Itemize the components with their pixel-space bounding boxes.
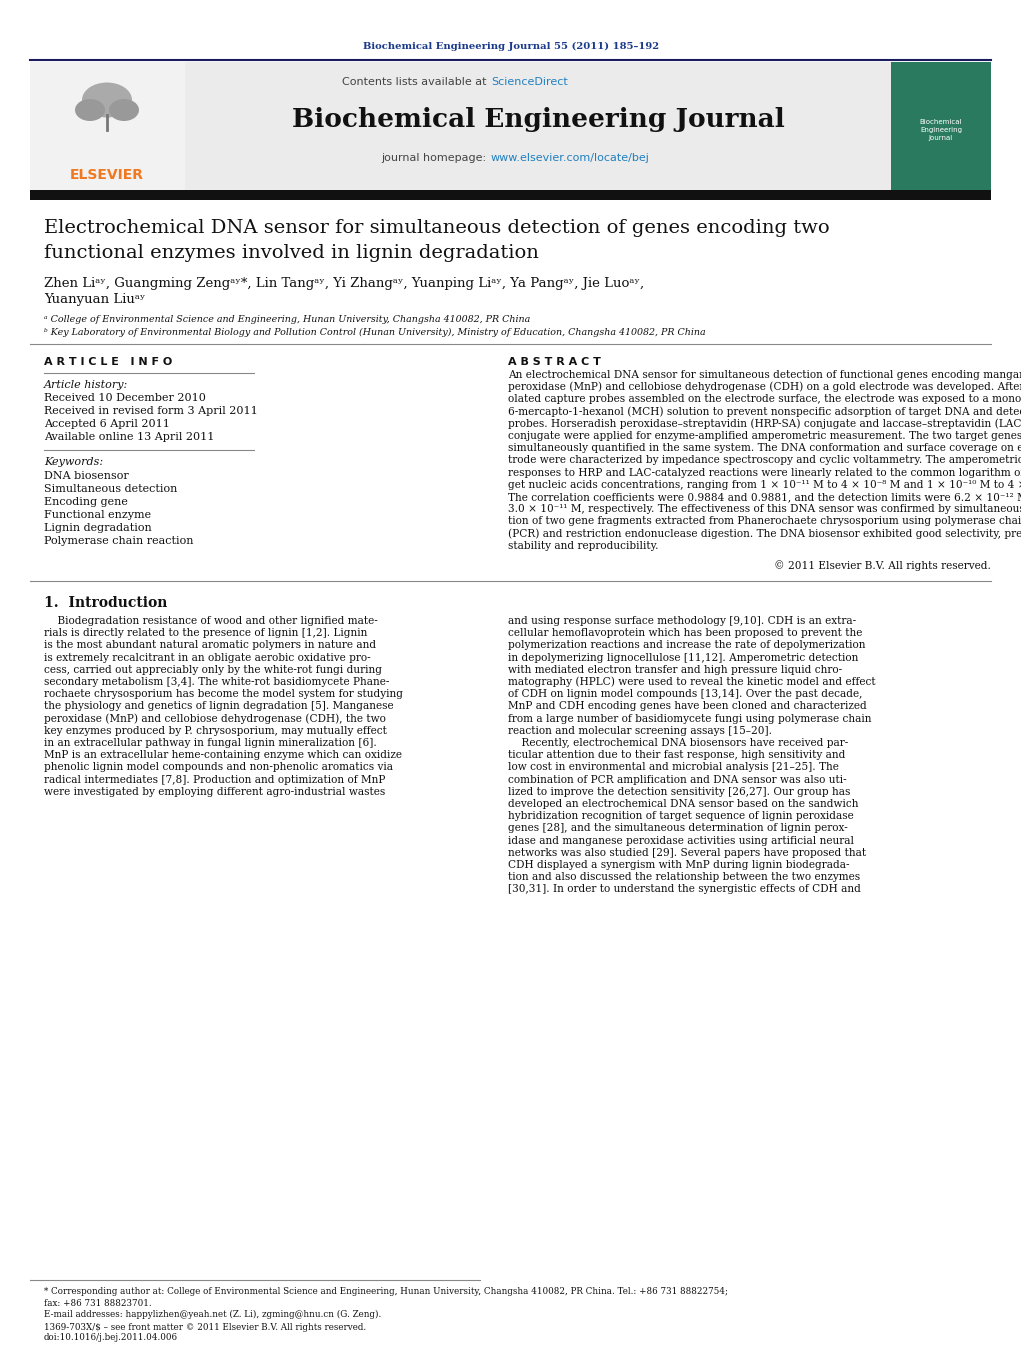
Text: Zhen Liᵃʸ, Guangming Zengᵃʸ*, Lin Tangᵃʸ, Yi Zhangᵃʸ, Yuanping Liᵃʸ, Ya Pangᵃʸ, : Zhen Liᵃʸ, Guangming Zengᵃʸ*, Lin Tangᵃʸ… <box>44 277 644 289</box>
Text: get nucleic acids concentrations, ranging from 1 × 10⁻¹¹ M to 4 × 10⁻⁸ M and 1 ×: get nucleic acids concentrations, rangin… <box>508 480 1021 490</box>
Text: MnP is an extracellular heme-containing enzyme which can oxidize: MnP is an extracellular heme-containing … <box>44 750 402 761</box>
Text: [30,31]. In order to understand the synergistic effects of CDH and: [30,31]. In order to understand the syne… <box>508 885 861 894</box>
Text: ticular attention due to their fast response, high sensitivity and: ticular attention due to their fast resp… <box>508 750 845 761</box>
Text: stability and reproducibility.: stability and reproducibility. <box>508 540 659 551</box>
Text: phenolic lignin model compounds and non-phenolic aromatics via: phenolic lignin model compounds and non-… <box>44 762 393 773</box>
Bar <box>185 62 891 190</box>
Text: ᵇ Key Laboratory of Environmental Biology and Pollution Control (Hunan Universit: ᵇ Key Laboratory of Environmental Biolog… <box>44 327 706 336</box>
Bar <box>30 190 991 200</box>
Text: Yuanyuan Liuᵃʸ: Yuanyuan Liuᵃʸ <box>44 293 146 307</box>
Text: key enzymes produced by P. chrysosporium, may mutually effect: key enzymes produced by P. chrysosporium… <box>44 725 387 736</box>
Text: Biodegradation resistance of wood and other lignified mate-: Biodegradation resistance of wood and ot… <box>44 616 378 626</box>
Text: peroxidase (MnP) and cellobiose dehydrogenase (CDH) on a gold electrode was deve: peroxidase (MnP) and cellobiose dehydrog… <box>508 382 1021 393</box>
Text: cellular hemoflavoprotein which has been proposed to prevent the: cellular hemoflavoprotein which has been… <box>508 628 863 638</box>
Text: Received in revised form 3 April 2011: Received in revised form 3 April 2011 <box>44 407 257 416</box>
Text: of CDH on lignin model compounds [13,14]. Over the past decade,: of CDH on lignin model compounds [13,14]… <box>508 689 863 700</box>
Text: Encoding gene: Encoding gene <box>44 497 128 507</box>
Text: in an extracellular pathway in fungal lignin mineralization [6].: in an extracellular pathway in fungal li… <box>44 738 377 748</box>
Text: olated capture probes assembled on the electrode surface, the electrode was expo: olated capture probes assembled on the e… <box>508 394 1021 404</box>
Text: functional enzymes involved in lignin degradation: functional enzymes involved in lignin de… <box>44 245 539 262</box>
Text: Keywords:: Keywords: <box>44 457 103 467</box>
Text: polymerization reactions and increase the rate of depolymerization: polymerization reactions and increase th… <box>508 640 866 650</box>
Text: ScienceDirect: ScienceDirect <box>491 77 568 86</box>
Text: © 2011 Elsevier B.V. All rights reserved.: © 2011 Elsevier B.V. All rights reserved… <box>774 561 991 571</box>
Text: journal homepage:: journal homepage: <box>382 153 490 163</box>
Text: Recently, electrochemical DNA biosensors have received par-: Recently, electrochemical DNA biosensors… <box>508 738 848 748</box>
Text: Biochemical Engineering Journal: Biochemical Engineering Journal <box>292 108 784 132</box>
Text: hybridization recognition of target sequence of lignin peroxidase: hybridization recognition of target sequ… <box>508 811 854 821</box>
Text: Polymerase chain reaction: Polymerase chain reaction <box>44 536 194 546</box>
Text: responses to HRP and LAC-catalyzed reactions were linearly related to the common: responses to HRP and LAC-catalyzed react… <box>508 467 1021 478</box>
Bar <box>891 62 991 190</box>
Ellipse shape <box>75 99 105 122</box>
Text: The correlation coefficients were 0.9884 and 0.9881, and the detection limits we: The correlation coefficients were 0.9884… <box>508 492 1021 503</box>
Ellipse shape <box>109 99 139 122</box>
Text: Available online 13 April 2011: Available online 13 April 2011 <box>44 432 214 442</box>
Bar <box>30 62 185 190</box>
Text: lized to improve the detection sensitivity [26,27]. Our group has: lized to improve the detection sensitivi… <box>508 786 850 797</box>
Text: fax: +86 731 88823701.: fax: +86 731 88823701. <box>44 1298 152 1308</box>
Text: www.elsevier.com/locate/bej: www.elsevier.com/locate/bej <box>491 153 650 163</box>
Text: ᵃ College of Environmental Science and Engineering, Hunan University, Changsha 4: ᵃ College of Environmental Science and E… <box>44 315 530 323</box>
Text: Article history:: Article history: <box>44 380 129 390</box>
Text: from a large number of basidiomycete fungi using polymerase chain: from a large number of basidiomycete fun… <box>508 713 872 724</box>
Text: ELSEVIER: ELSEVIER <box>70 168 144 182</box>
Text: tion and also discussed the relationship between the two enzymes: tion and also discussed the relationship… <box>508 873 860 882</box>
Text: with mediated electron transfer and high pressure liquid chro-: with mediated electron transfer and high… <box>508 665 842 674</box>
Text: Accepted 6 April 2011: Accepted 6 April 2011 <box>44 419 169 430</box>
Text: A B S T R A C T: A B S T R A C T <box>508 357 601 367</box>
Text: idase and manganese peroxidase activities using artificial neural: idase and manganese peroxidase activitie… <box>508 836 854 846</box>
Text: rials is directly related to the presence of lignin [1,2]. Lignin: rials is directly related to the presenc… <box>44 628 368 638</box>
Text: Functional enzyme: Functional enzyme <box>44 509 151 520</box>
Text: Electrochemical DNA sensor for simultaneous detection of genes encoding two: Electrochemical DNA sensor for simultane… <box>44 219 830 236</box>
Text: were investigated by employing different agro-industrial wastes: were investigated by employing different… <box>44 786 385 797</box>
Text: E-mail addresses: happylizhen@yeah.net (Z. Li), zgming@hnu.cn (G. Zeng).: E-mail addresses: happylizhen@yeah.net (… <box>44 1309 381 1319</box>
Text: networks was also studied [29]. Several papers have proposed that: networks was also studied [29]. Several … <box>508 848 866 858</box>
Text: peroxidase (MnP) and cellobiose dehydrogenase (CDH), the two: peroxidase (MnP) and cellobiose dehydrog… <box>44 713 386 724</box>
Text: (PCR) and restriction endonuclease digestion. The DNA biosensor exhibited good s: (PCR) and restriction endonuclease diges… <box>508 528 1021 539</box>
Text: low cost in environmental and microbial analysis [21–25]. The: low cost in environmental and microbial … <box>508 762 839 773</box>
Text: A R T I C L E   I N F O: A R T I C L E I N F O <box>44 357 173 367</box>
Text: Lignin degradation: Lignin degradation <box>44 523 152 534</box>
Text: 1369-703X/$ – see front matter © 2011 Elsevier B.V. All rights reserved.: 1369-703X/$ – see front matter © 2011 El… <box>44 1323 367 1332</box>
Text: combination of PCR amplification and DNA sensor was also uti-: combination of PCR amplification and DNA… <box>508 774 846 785</box>
Text: * Corresponding author at: College of Environmental Science and Engineering, Hun: * Corresponding author at: College of En… <box>44 1288 728 1297</box>
Text: doi:10.1016/j.bej.2011.04.006: doi:10.1016/j.bej.2011.04.006 <box>44 1333 178 1343</box>
Ellipse shape <box>82 82 132 118</box>
Text: cess, carried out appreciably only by the white-rot fungi during: cess, carried out appreciably only by th… <box>44 665 382 674</box>
Text: trode were characterized by impedance spectroscopy and cyclic voltammetry. The a: trode were characterized by impedance sp… <box>508 455 1021 465</box>
Text: Contents lists available at: Contents lists available at <box>342 77 490 86</box>
Text: 1.  Introduction: 1. Introduction <box>44 596 167 611</box>
Text: Simultaneous detection: Simultaneous detection <box>44 484 178 494</box>
Text: DNA biosensor: DNA biosensor <box>44 471 129 481</box>
Text: radical intermediates [7,8]. Production and optimization of MnP: radical intermediates [7,8]. Production … <box>44 774 385 785</box>
Text: simultaneously quantified in the same system. The DNA conformation and surface c: simultaneously quantified in the same sy… <box>508 443 1021 453</box>
Text: An electrochemical DNA sensor for simultaneous detection of functional genes enc: An electrochemical DNA sensor for simult… <box>508 370 1021 380</box>
Text: is extremely recalcitrant in an obligate aerobic oxidative pro-: is extremely recalcitrant in an obligate… <box>44 653 371 662</box>
Text: conjugate were applied for enzyme-amplified amperometric measurement. The two ta: conjugate were applied for enzyme-amplif… <box>508 431 1021 440</box>
Text: the physiology and genetics of lignin degradation [5]. Manganese: the physiology and genetics of lignin de… <box>44 701 394 712</box>
Text: 6-mercapto-1-hexanol (MCH) solution to prevent nonspecific adsorption of target : 6-mercapto-1-hexanol (MCH) solution to p… <box>508 407 1021 417</box>
Text: rochaete chrysosporium has become the model system for studying: rochaete chrysosporium has become the mo… <box>44 689 403 700</box>
Text: developed an electrochemical DNA sensor based on the sandwich: developed an electrochemical DNA sensor … <box>508 798 859 809</box>
Text: 3.0 × 10⁻¹¹ M, respectively. The effectiveness of this DNA sensor was confirmed : 3.0 × 10⁻¹¹ M, respectively. The effecti… <box>508 504 1021 515</box>
Text: Received 10 December 2010: Received 10 December 2010 <box>44 393 206 403</box>
Text: CDH displayed a synergism with MnP during lignin biodegrada-: CDH displayed a synergism with MnP durin… <box>508 861 849 870</box>
Text: is the most abundant natural aromatic polymers in nature and: is the most abundant natural aromatic po… <box>44 640 376 650</box>
Text: Biochemical Engineering Journal 55 (2011) 185–192: Biochemical Engineering Journal 55 (2011… <box>362 42 660 50</box>
Text: probes. Horseradish peroxidase–streptavidin (HRP-SA) conjugate and laccase–strep: probes. Horseradish peroxidase–streptavi… <box>508 419 1021 430</box>
Text: MnP and CDH encoding genes have been cloned and characterized: MnP and CDH encoding genes have been clo… <box>508 701 867 712</box>
Text: genes [28], and the simultaneous determination of lignin perox-: genes [28], and the simultaneous determi… <box>508 823 847 834</box>
Text: in depolymerizing lignocellulose [11,12]. Amperometric detection: in depolymerizing lignocellulose [11,12]… <box>508 653 859 662</box>
Text: reaction and molecular screening assays [15–20].: reaction and molecular screening assays … <box>508 725 772 736</box>
Text: tion of two gene fragments extracted from Phanerochaete chrysosporium using poly: tion of two gene fragments extracted fro… <box>508 516 1021 527</box>
Text: secondary metabolism [3,4]. The white-rot basidiomycete Phane-: secondary metabolism [3,4]. The white-ro… <box>44 677 389 688</box>
Text: matography (HPLC) were used to reveal the kinetic model and effect: matography (HPLC) were used to reveal th… <box>508 677 876 688</box>
Text: and using response surface methodology [9,10]. CDH is an extra-: and using response surface methodology [… <box>508 616 857 626</box>
Text: Biochemical
Engineering
Journal: Biochemical Engineering Journal <box>920 119 962 141</box>
